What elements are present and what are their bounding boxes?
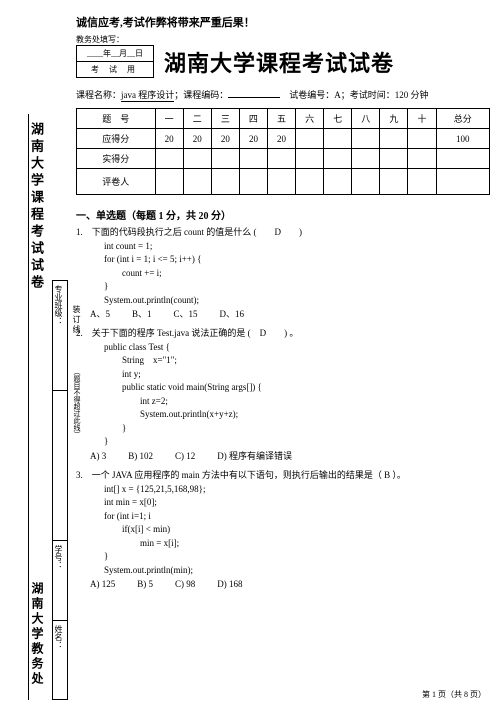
warning-text: 诚信应考,考试作弊将带来严重后果！ <box>76 14 490 30</box>
question-3: 3. 一个 JAVA 应用程序的 main 方法中有以下语句，则执行后输出的结果… <box>76 469 490 591</box>
date-box: ____年__月__日 考 试 用 <box>76 45 154 78</box>
fill-label: 教务处填写： <box>76 34 490 45</box>
question-2: 2. 关于下面的程序 Test.java 说法正确的是 ( D ) 。 publ… <box>76 327 490 463</box>
course-meta: 课程名称：java 程序设计；课程编码： 试卷编号：A；考试时间：120 分钟 <box>76 88 490 102</box>
page-footer: 第 1 页（共 8 页） <box>422 689 486 700</box>
section-1-title: 一、单选题（每题 1 分，共 20 分） <box>76 207 490 222</box>
page-title: 湖南大学课程考试试卷 <box>164 46 394 78</box>
question-1: 1. 下面的代码段执行之后 count 的值是什么 ( D ) int coun… <box>76 226 490 321</box>
score-table: 题 号一二三四五六七八九十总分 应得分2020202020100 实得分 评卷人 <box>76 108 490 195</box>
